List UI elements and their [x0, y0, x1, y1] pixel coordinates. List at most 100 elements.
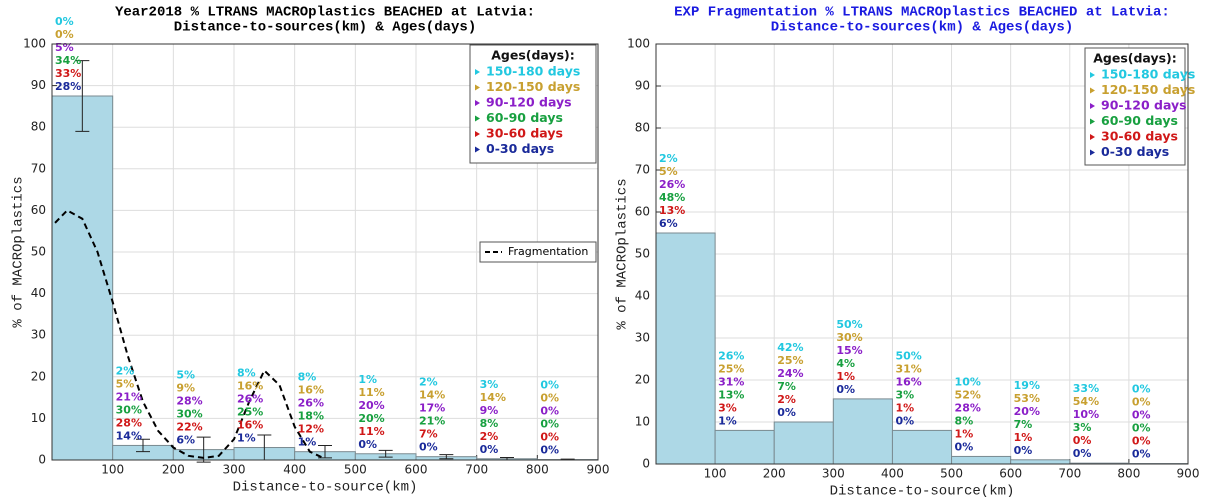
- age-label: 12%: [298, 423, 324, 436]
- age-label: 10%: [1073, 408, 1099, 421]
- age-label: 28%: [955, 401, 981, 414]
- legend-marker: [1090, 87, 1095, 94]
- y-tick-label: 90: [635, 79, 650, 93]
- age-label: 28%: [55, 80, 81, 93]
- age-label: 3%: [480, 378, 499, 391]
- age-label: 0%: [1014, 444, 1033, 457]
- legend-marker: [1090, 118, 1095, 125]
- age-label: 0%: [540, 392, 559, 405]
- x-axis-label: Distance-to-source(km): [830, 484, 1015, 497]
- y-tick-label: 30: [635, 331, 650, 345]
- age-label: 0%: [419, 441, 438, 454]
- age-label: 0%: [1132, 435, 1151, 448]
- chart-title: Year2018 % LTRANS MACROplastics BEACHED …: [115, 5, 535, 21]
- legend-marker: [475, 115, 480, 122]
- age-label: 18%: [298, 410, 324, 423]
- age-label: 14%: [480, 391, 506, 404]
- age-label: 26%: [298, 397, 324, 410]
- y-tick-label: 60: [635, 205, 650, 219]
- legend-box: [1084, 47, 1186, 166]
- legend-marker: [1090, 103, 1095, 109]
- age-label: 0%: [55, 15, 74, 28]
- y-tick-label: 10: [31, 411, 46, 425]
- age-label: 1%: [895, 401, 914, 414]
- legend-label: 0-30 days: [486, 141, 554, 156]
- age-label: 1%: [237, 432, 256, 445]
- age-label: 33%: [55, 67, 81, 80]
- age-label: 16%: [895, 375, 921, 388]
- age-label: 22%: [176, 421, 202, 434]
- y-tick-label: 80: [635, 121, 650, 135]
- error-bar: [136, 438, 150, 453]
- age-label: 26%: [718, 349, 744, 362]
- age-label: 5%: [116, 377, 135, 390]
- x-tick-label: 600: [405, 463, 428, 477]
- error-bar: [75, 60, 90, 132]
- age-label: 3%: [1073, 421, 1092, 434]
- age-label: 30%: [116, 403, 142, 416]
- age-label: 26%: [659, 178, 685, 191]
- bar: [773, 421, 834, 465]
- legend-label: Fragmentation: [508, 245, 588, 258]
- age-label: 15%: [836, 344, 862, 357]
- age-label: 0%: [1132, 409, 1151, 422]
- legend-marker: [1090, 72, 1095, 78]
- age-label: 16%: [237, 380, 263, 393]
- chart-title: Distance-to-sources(km) & Ages(days): [174, 20, 476, 36]
- age-label: 25%: [777, 354, 803, 367]
- age-label: 24%: [777, 367, 803, 380]
- age-label: 25%: [718, 362, 744, 375]
- age-label: 52%: [955, 388, 981, 401]
- age-label: 13%: [718, 388, 744, 401]
- age-label: 0%: [480, 443, 499, 456]
- y-axis-label: % of MACROplastics: [615, 178, 631, 329]
- y-tick-label: 50: [635, 247, 650, 261]
- age-label: 20%: [1014, 405, 1040, 418]
- age-label: 0%: [777, 406, 796, 419]
- age-label: 0%: [55, 28, 74, 41]
- legend-title: Ages(days):: [1093, 51, 1177, 66]
- age-label: 5%: [176, 369, 195, 382]
- age-label: 7%: [1014, 418, 1033, 431]
- x-tick-label: 100: [704, 467, 727, 481]
- legend-label: 90-120 days: [486, 95, 572, 110]
- x-tick-label: 500: [940, 467, 963, 481]
- error-bar: [378, 449, 393, 458]
- legend-box: [469, 44, 597, 164]
- bar: [1010, 459, 1071, 465]
- legend-label: 30-60 days: [1101, 129, 1178, 144]
- y-tick-label: 50: [31, 245, 46, 259]
- legend-marker: [475, 146, 480, 153]
- bar: [891, 429, 953, 465]
- y-tick-label: 20: [635, 373, 650, 387]
- age-label: 0%: [1132, 422, 1151, 435]
- x-tick-label: 400: [283, 463, 306, 477]
- error-bar: [439, 454, 454, 460]
- age-label: 42%: [777, 341, 803, 354]
- age-label: 20%: [358, 412, 384, 425]
- age-label: 50%: [895, 349, 921, 362]
- age-label: 4%: [836, 357, 855, 370]
- legend-label: 150-180 days: [486, 64, 580, 79]
- subplot: 0 10 20 30 40 50 60 70 80 90 100 100 200 300 400 500 600…: [615, 5, 1200, 497]
- age-label: 3%: [718, 401, 737, 414]
- x-tick-label: 700: [1058, 467, 1081, 481]
- subplot: 0 10 20 30 40 50 60 70 80 90 100 100 200 300 400 500 600…: [11, 5, 610, 496]
- y-tick-label: 100: [23, 37, 46, 51]
- chart-title: Distance-to-sources(km) & Ages(days): [771, 20, 1073, 36]
- x-tick-label: 300: [822, 467, 845, 481]
- age-label: 8%: [480, 417, 499, 430]
- age-label: 9%: [176, 382, 195, 395]
- age-label: 14%: [419, 389, 445, 402]
- age-label: 28%: [176, 395, 202, 408]
- age-label: 0%: [1073, 447, 1092, 460]
- x-tick-label: 900: [587, 463, 610, 477]
- legend-label: 60-90 days: [486, 110, 563, 125]
- age-label: 28%: [116, 416, 142, 429]
- bar: [51, 95, 114, 461]
- age-label: 20%: [358, 399, 384, 412]
- age-label: 34%: [55, 54, 81, 67]
- legend-label: 0-30 days: [1101, 144, 1169, 159]
- axes-frame: [51, 43, 599, 461]
- age-label: 0%: [955, 440, 974, 453]
